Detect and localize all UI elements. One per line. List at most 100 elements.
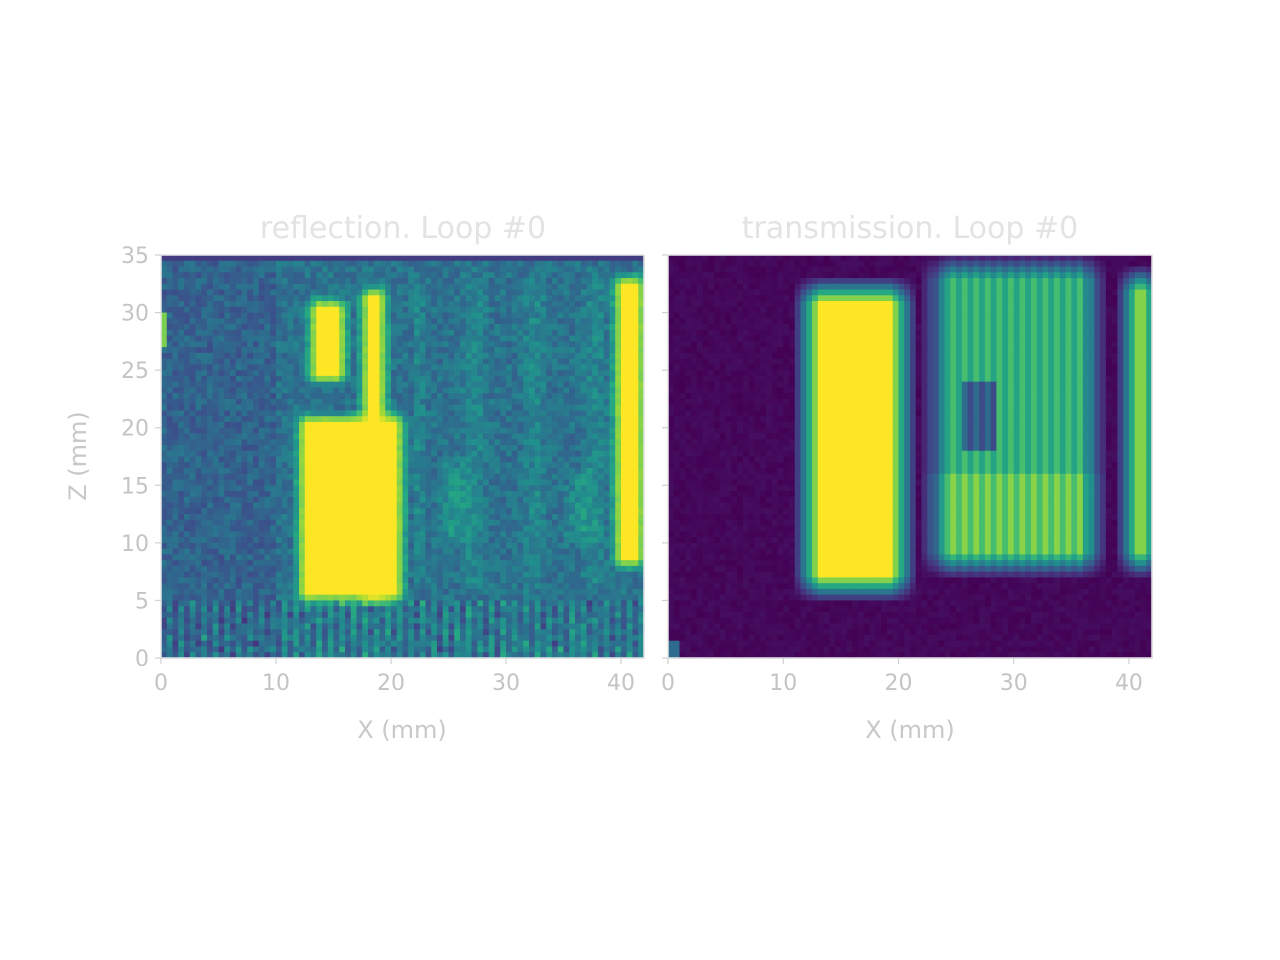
heatmap-cell	[488, 629, 496, 636]
heatmap-cell	[299, 370, 306, 377]
heatmap-cell	[454, 404, 461, 412]
heatmap-cell	[310, 450, 317, 458]
heatmap-cell	[408, 393, 415, 400]
heatmap-cell	[414, 398, 421, 406]
heatmap-cell	[327, 347, 335, 354]
heatmap-cell	[362, 646, 369, 653]
heatmap-cell	[253, 623, 260, 630]
heatmap-cell	[471, 266, 478, 273]
heatmap-cell	[166, 468, 174, 475]
heatmap-cell	[350, 606, 358, 613]
heatmap-cell	[488, 502, 496, 509]
heatmap-cell	[235, 318, 243, 325]
heatmap-cell	[184, 260, 191, 268]
heatmap-cell	[465, 485, 473, 492]
heatmap-cell	[511, 462, 519, 469]
heatmap-cell	[419, 462, 427, 469]
heatmap-cell	[391, 255, 398, 262]
heatmap-cell	[546, 433, 553, 440]
heatmap-cell	[230, 565, 237, 573]
heatmap-cell	[517, 404, 524, 412]
heatmap-cell	[299, 335, 306, 342]
heatmap-cell	[218, 554, 225, 561]
heatmap-cell	[201, 525, 208, 532]
heatmap-cell	[189, 606, 197, 613]
heatmap-cell	[201, 387, 208, 394]
heatmap-cell	[293, 479, 300, 486]
heatmap-cell	[523, 341, 530, 348]
heatmap-cell	[161, 289, 168, 296]
heatmap-cell	[178, 272, 185, 279]
heatmap-cell	[316, 404, 323, 412]
heatmap-cell	[454, 398, 461, 406]
heatmap-cell	[201, 462, 208, 469]
heatmap-cell	[327, 502, 335, 509]
heatmap-cell	[345, 594, 352, 602]
heatmap-cell	[189, 577, 197, 584]
heatmap-cell	[402, 347, 409, 354]
heatmap-cell	[362, 634, 369, 642]
heatmap-cell	[247, 496, 254, 504]
heatmap-cell	[442, 519, 450, 527]
heatmap-cell	[287, 456, 294, 463]
heatmap-cell	[414, 439, 421, 446]
heatmap-cell	[247, 571, 254, 578]
heatmap-cell	[563, 611, 570, 619]
heatmap-cell	[483, 519, 490, 527]
heatmap-cell	[552, 554, 559, 561]
heatmap-cell	[500, 439, 507, 446]
heatmap-cell	[299, 347, 306, 354]
heatmap-cell	[224, 410, 231, 417]
heatmap-cell	[477, 444, 484, 452]
heatmap-cell	[247, 278, 254, 285]
heatmap-cell	[178, 519, 185, 527]
heatmap-cell	[345, 542, 352, 550]
heatmap-cell	[385, 278, 392, 285]
heatmap-cell	[345, 329, 352, 337]
heatmap-cell	[207, 640, 214, 648]
heatmap-cell	[247, 318, 254, 325]
heatmap-cell	[408, 370, 415, 377]
heatmap-cell	[402, 583, 409, 590]
heatmap-cell	[230, 514, 237, 521]
heatmap-cell	[189, 640, 197, 648]
heatmap-cell	[322, 600, 329, 607]
heatmap-cell	[488, 312, 496, 319]
heatmap-cell	[212, 329, 220, 337]
heatmap-cell	[281, 381, 289, 389]
heatmap-cell	[396, 588, 404, 596]
heatmap-cell	[408, 652, 415, 659]
heatmap-cell	[189, 427, 197, 435]
heatmap-cell	[247, 548, 254, 555]
heatmap-cell	[483, 456, 490, 463]
heatmap-cell	[161, 404, 168, 412]
heatmap-cell	[356, 295, 363, 302]
heatmap-cell	[287, 514, 294, 521]
heatmap-cell	[218, 375, 225, 383]
heatmap-cell	[529, 496, 536, 504]
heatmap-cell	[350, 381, 358, 389]
heatmap-cell	[264, 496, 271, 504]
heatmap-cell	[488, 600, 496, 607]
heatmap-cell	[247, 519, 254, 527]
heatmap-cell	[247, 577, 254, 584]
heatmap-cell	[184, 352, 191, 360]
heatmap-cell	[172, 473, 179, 481]
heatmap-cell	[506, 508, 513, 515]
heatmap-cell	[218, 491, 225, 498]
heatmap-cell	[345, 295, 352, 302]
heatmap-cell	[379, 456, 386, 463]
heatmap-cell	[534, 640, 542, 648]
heatmap-cell	[241, 381, 248, 389]
heatmap-cell	[299, 364, 306, 371]
heatmap-cell	[425, 347, 432, 354]
heatmap-cell	[172, 364, 179, 371]
heatmap-cell	[465, 370, 473, 377]
heatmap-cell	[534, 347, 542, 354]
heatmap-cell	[258, 318, 266, 325]
heatmap-cell	[437, 387, 444, 394]
heatmap-cell	[546, 473, 553, 481]
heatmap-cell	[483, 312, 490, 319]
heatmap-cell	[212, 606, 220, 613]
heatmap-cell	[178, 439, 185, 446]
